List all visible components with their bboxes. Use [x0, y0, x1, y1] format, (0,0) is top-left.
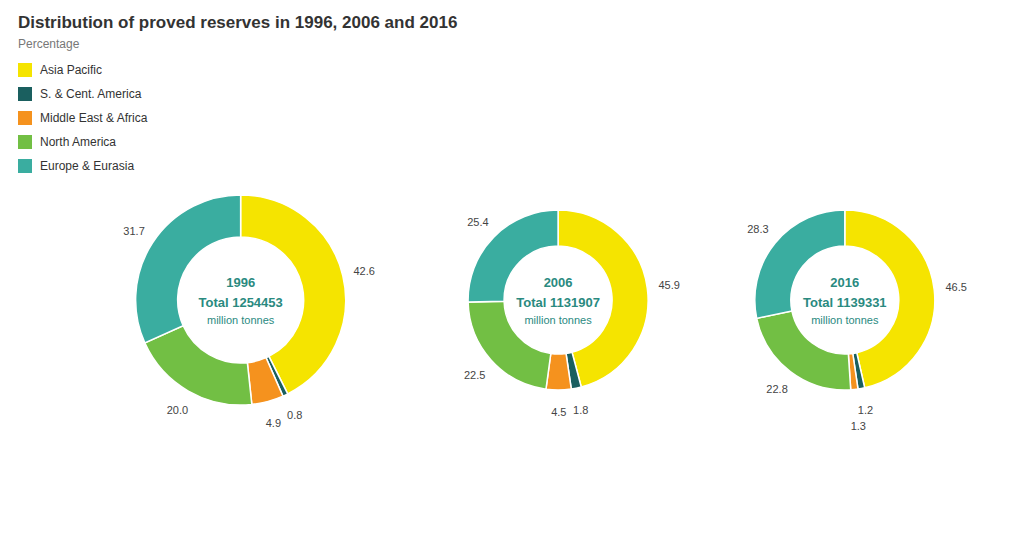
donut: 2016 Total 1139331 million tonnes 46.5 1.2 1.… — [747, 210, 967, 432]
data-label: 4.5 — [551, 406, 566, 418]
data-labels: 45.9 1.8 4.5 22.5 25.4 — [464, 216, 680, 418]
data-label: 28.3 — [747, 223, 768, 235]
data-label: 4.9 — [266, 417, 281, 429]
data-label: 1.3 — [851, 420, 866, 432]
legend-label: Europe & Eurasia — [40, 159, 134, 173]
data-label: 20.0 — [167, 404, 188, 416]
data-labels: 42.6 0.8 4.9 20.0 31.7 — [123, 225, 375, 429]
legend-label: North America — [40, 135, 116, 149]
chart: Distribution of proved reserves in 1996,… — [0, 0, 1024, 535]
slices — [468, 210, 648, 390]
donut: 1996 Total 1254453 million tonnes 42.6 0.8 4.… — [123, 195, 375, 429]
data-label: 46.5 — [945, 281, 966, 293]
data-label: 1.2 — [858, 404, 873, 416]
data-label: 22.8 — [766, 383, 787, 395]
data-labels: 46.5 1.2 1.3 22.8 28.3 — [747, 223, 967, 432]
legend-swatch — [18, 111, 32, 125]
data-label: 31.7 — [123, 225, 144, 237]
legend-swatch — [18, 63, 32, 77]
center-text: 2006 — [544, 275, 573, 290]
center-text: Total 1254453 — [198, 295, 282, 310]
legend-label: Asia Pacific — [40, 63, 102, 77]
legend-item: Middle East & Africa — [18, 111, 148, 125]
legend-label: S. & Cent. America — [40, 87, 142, 101]
center-text: Total 1139331 — [803, 295, 887, 310]
slice — [247, 358, 283, 405]
legend-item: Europe & Eurasia — [18, 159, 134, 173]
slices — [136, 195, 346, 405]
data-label: 22.5 — [464, 369, 485, 381]
center-text: million tonnes — [811, 314, 879, 326]
data-label: 42.6 — [354, 265, 375, 277]
center-text: 2016 — [830, 275, 859, 290]
legend-swatch — [18, 87, 32, 101]
center-text: million tonnes — [524, 314, 592, 326]
center-text: million tonnes — [207, 314, 275, 326]
subtitle: Percentage — [18, 37, 80, 51]
legend-label: Middle East & Africa — [40, 111, 148, 125]
legend-item: S. & Cent. America — [18, 87, 142, 101]
data-label: 45.9 — [658, 279, 679, 291]
legend-swatch — [18, 159, 32, 173]
donut: 2006 Total 1131907 million tonnes 45.9 1.8 4.… — [464, 210, 680, 418]
legend-item: North America — [18, 135, 116, 149]
data-label: 0.8 — [287, 409, 302, 421]
data-label: 1.8 — [573, 404, 588, 416]
legend-swatch — [18, 135, 32, 149]
legend: Asia Pacific S. & Cent. America Middle Eas… — [18, 63, 148, 173]
center-text: Total 1131907 — [516, 295, 600, 310]
title: Distribution of proved reserves in 1996,… — [18, 13, 457, 32]
data-label: 25.4 — [467, 216, 488, 228]
center-text: 1996 — [226, 275, 255, 290]
slices — [755, 210, 935, 390]
slice — [145, 326, 252, 405]
legend-item: Asia Pacific — [18, 63, 102, 77]
